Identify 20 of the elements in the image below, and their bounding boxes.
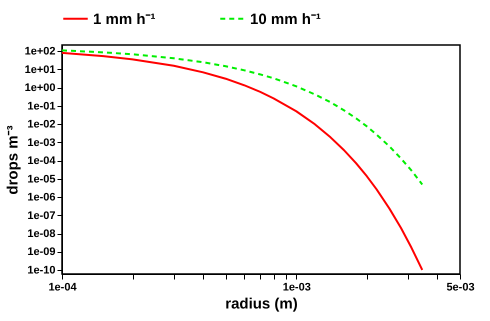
- x-tick-label: 5e-03: [446, 282, 475, 294]
- legend-label: 10 mm h⁻¹: [250, 10, 321, 28]
- y-tick-label: 1e-09: [27, 246, 56, 258]
- y-axis-title: drops m⁻³: [4, 125, 22, 195]
- y-tick-label: 1e-10: [27, 264, 56, 276]
- y-tick-label: 1e-01: [27, 100, 56, 112]
- legend-label: 1 mm h⁻¹: [93, 10, 156, 28]
- y-tick-label: 1e-07: [27, 210, 56, 222]
- x-axis-title: radius (m): [225, 296, 298, 312]
- y-tick-label: 1e-02: [27, 118, 56, 131]
- y-tick-label: 1e-04: [27, 155, 56, 168]
- y-tick-label: 1e-06: [27, 192, 56, 204]
- y-tick-label: 1e-05: [27, 173, 56, 186]
- y-tick-label: 1e-03: [27, 136, 56, 149]
- y-tick-label: 1e+02: [24, 46, 56, 58]
- y-tick-label: 1e+01: [24, 64, 56, 76]
- x-tick-label: 1e-03: [282, 282, 311, 294]
- x-tick-label: 1e-04: [48, 282, 78, 294]
- y-tick-label: 1e-08: [27, 228, 56, 240]
- y-tick-label: 1e+00: [24, 82, 56, 94]
